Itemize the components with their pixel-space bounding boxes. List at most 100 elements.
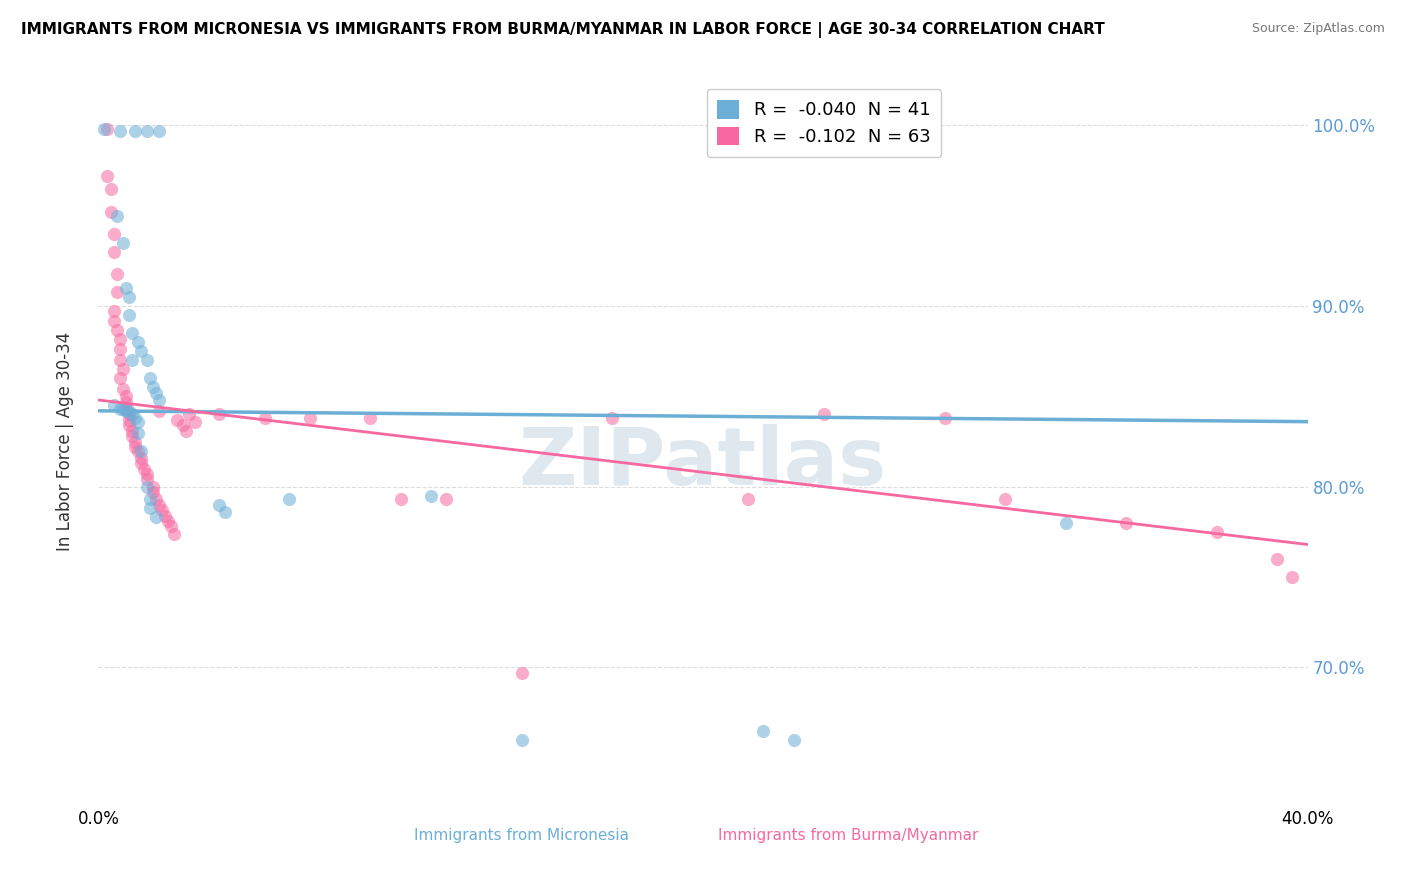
- Point: [105, 322, 128, 336]
- Text: Immigrants from Burma/Myanmar: Immigrants from Burma/Myanmar: [718, 828, 979, 843]
- Point: [139, 371, 162, 385]
- Point: [129, 344, 152, 359]
- Point: [111, 362, 134, 376]
- Point: [118, 404, 141, 418]
- Point: [103, 244, 125, 259]
- Point: [752, 723, 775, 738]
- Point: [103, 227, 125, 241]
- Point: [153, 508, 176, 523]
- Point: [1267, 552, 1289, 566]
- Point: [148, 124, 170, 138]
- Point: [118, 408, 141, 422]
- Point: [129, 456, 152, 470]
- Point: [156, 514, 179, 528]
- Point: [135, 480, 157, 494]
- Text: ZIPatlas: ZIPatlas: [519, 425, 887, 502]
- Point: [142, 480, 165, 494]
- Point: [510, 732, 533, 747]
- Point: [108, 343, 131, 357]
- Point: [145, 385, 167, 400]
- Text: Source: ZipAtlas.com: Source: ZipAtlas.com: [1251, 22, 1385, 36]
- Point: [114, 404, 136, 418]
- Point: [108, 332, 131, 346]
- Point: [108, 353, 131, 368]
- Point: [179, 408, 201, 422]
- Point: [105, 209, 128, 223]
- Point: [602, 411, 624, 425]
- Point: [277, 492, 299, 507]
- Point: [114, 389, 136, 403]
- Point: [124, 440, 146, 454]
- Point: [103, 313, 125, 327]
- Point: [1206, 524, 1229, 539]
- Point: [994, 492, 1017, 507]
- Point: [118, 290, 141, 304]
- Point: [142, 485, 165, 500]
- Text: Immigrants from Micronesia: Immigrants from Micronesia: [415, 828, 628, 843]
- Point: [1281, 570, 1303, 584]
- Point: [108, 124, 131, 138]
- Point: [150, 503, 173, 517]
- Point: [111, 235, 134, 250]
- Point: [100, 205, 122, 219]
- Point: [135, 473, 157, 487]
- Point: [934, 411, 956, 425]
- Point: [160, 519, 183, 533]
- Point: [121, 326, 143, 340]
- Point: [121, 408, 143, 422]
- Point: [142, 380, 165, 394]
- Point: [129, 450, 152, 465]
- Point: [139, 492, 162, 507]
- Point: [124, 434, 146, 449]
- Point: [139, 501, 162, 516]
- Point: [783, 732, 806, 747]
- Text: IMMIGRANTS FROM MICRONESIA VS IMMIGRANTS FROM BURMA/MYANMAR IN LABOR FORCE | AGE: IMMIGRANTS FROM MICRONESIA VS IMMIGRANTS…: [21, 22, 1105, 38]
- Point: [214, 505, 236, 519]
- Point: [208, 498, 231, 512]
- Point: [135, 467, 157, 481]
- Point: [96, 169, 118, 183]
- Legend: R =  -0.040  N = 41, R =  -0.102  N = 63: R = -0.040 N = 41, R = -0.102 N = 63: [707, 89, 941, 157]
- Point: [96, 122, 118, 136]
- Point: [105, 267, 128, 281]
- Point: [127, 335, 149, 350]
- Point: [360, 411, 382, 425]
- Point: [114, 281, 136, 295]
- Point: [163, 526, 186, 541]
- Point: [114, 394, 136, 409]
- Point: [184, 415, 207, 429]
- Point: [127, 443, 149, 458]
- Point: [132, 461, 155, 475]
- Point: [166, 413, 188, 427]
- Point: [299, 411, 322, 425]
- Point: [172, 418, 194, 433]
- Point: [145, 510, 167, 524]
- Point: [121, 424, 143, 438]
- Y-axis label: In Labor Force | Age 30-34: In Labor Force | Age 30-34: [56, 332, 75, 551]
- Point: [108, 371, 131, 385]
- Point: [121, 353, 143, 368]
- Point: [253, 411, 276, 425]
- Point: [127, 415, 149, 429]
- Point: [434, 492, 457, 507]
- Point: [121, 429, 143, 443]
- Point: [111, 402, 134, 417]
- Point: [103, 304, 125, 318]
- Point: [174, 424, 197, 438]
- Point: [124, 124, 146, 138]
- Point: [1054, 516, 1077, 530]
- Point: [148, 404, 170, 418]
- Point: [148, 392, 170, 407]
- Point: [737, 492, 759, 507]
- Point: [111, 382, 134, 396]
- Point: [105, 285, 128, 299]
- Point: [510, 665, 533, 680]
- Point: [389, 492, 412, 507]
- Point: [420, 489, 443, 503]
- Point: [118, 413, 141, 427]
- Point: [100, 181, 122, 195]
- Point: [129, 443, 152, 458]
- Point: [118, 308, 141, 322]
- Point: [108, 402, 131, 417]
- Point: [135, 353, 157, 368]
